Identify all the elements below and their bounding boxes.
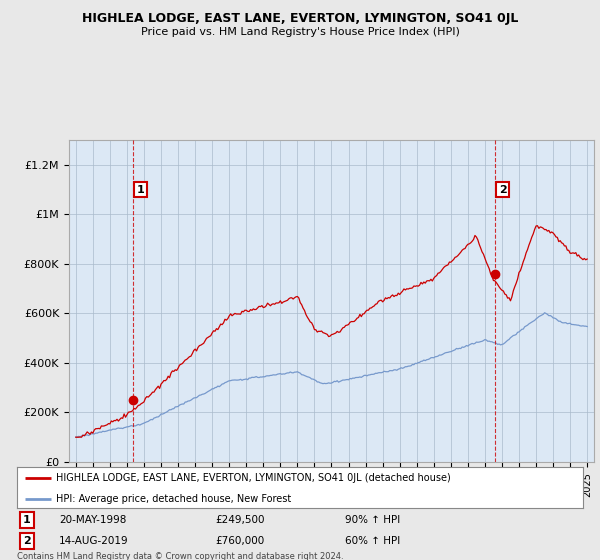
Text: 14-AUG-2019: 14-AUG-2019 [59, 536, 129, 546]
Text: 2: 2 [499, 185, 506, 194]
Text: HIGHLEA LODGE, EAST LANE, EVERTON, LYMINGTON, SO41 0JL (detached house): HIGHLEA LODGE, EAST LANE, EVERTON, LYMIN… [56, 474, 451, 483]
Text: Contains HM Land Registry data © Crown copyright and database right 2024.
This d: Contains HM Land Registry data © Crown c… [17, 552, 343, 560]
Text: £249,500: £249,500 [215, 515, 265, 525]
Text: 2: 2 [23, 536, 31, 546]
Text: 1: 1 [137, 185, 145, 194]
Text: 20-MAY-1998: 20-MAY-1998 [59, 515, 127, 525]
Text: HIGHLEA LODGE, EAST LANE, EVERTON, LYMINGTON, SO41 0JL: HIGHLEA LODGE, EAST LANE, EVERTON, LYMIN… [82, 12, 518, 25]
Text: £760,000: £760,000 [215, 536, 264, 546]
Text: 60% ↑ HPI: 60% ↑ HPI [346, 536, 401, 546]
Text: 90% ↑ HPI: 90% ↑ HPI [346, 515, 401, 525]
Text: HPI: Average price, detached house, New Forest: HPI: Average price, detached house, New … [56, 494, 292, 504]
Text: 1: 1 [23, 515, 31, 525]
Text: Price paid vs. HM Land Registry's House Price Index (HPI): Price paid vs. HM Land Registry's House … [140, 27, 460, 37]
